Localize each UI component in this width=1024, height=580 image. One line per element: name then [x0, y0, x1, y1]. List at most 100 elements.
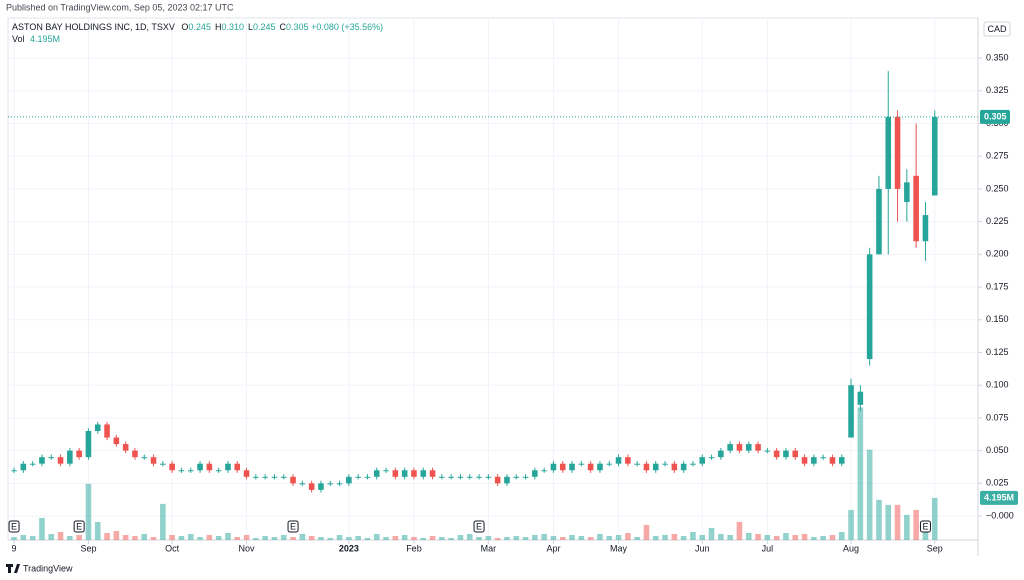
candle-body — [346, 476, 352, 484]
candle-body — [29, 463, 36, 465]
candle-body — [578, 463, 585, 465]
volume-bar — [587, 536, 594, 540]
volume-bar — [913, 509, 919, 540]
volume-bar — [280, 534, 287, 540]
candle-body — [606, 463, 613, 465]
x-tick-label: May — [610, 543, 628, 553]
volume-bar — [346, 536, 352, 540]
volume-bar — [476, 536, 482, 540]
earnings-marker[interactable] — [473, 520, 485, 533]
y-tick-label: 0.275 — [986, 151, 1009, 161]
volume-bar — [522, 536, 529, 540]
legend-value: 0.305 — [286, 22, 309, 32]
volume-bar — [104, 532, 110, 540]
volume-bar — [439, 536, 445, 540]
volume-bar — [141, 533, 148, 540]
y-tick-label: 0.100 — [986, 380, 1009, 390]
volume-bar — [29, 535, 36, 540]
candle-body — [764, 450, 771, 452]
candle-body — [271, 476, 278, 478]
candle-body — [141, 457, 148, 459]
logo-icon — [6, 564, 20, 573]
x-tick-label: Apr — [546, 543, 560, 553]
y-tick-label: 0.325 — [986, 85, 1009, 95]
candle-body — [801, 457, 808, 464]
candle-body — [280, 476, 287, 478]
candle-body — [494, 476, 501, 484]
earnings-marker[interactable] — [8, 520, 20, 533]
earnings-marker[interactable] — [287, 520, 299, 533]
candle-body — [225, 463, 231, 471]
candle-body — [569, 463, 575, 471]
volume-bar — [299, 533, 306, 540]
candle-body — [150, 457, 157, 464]
volume-bar — [699, 534, 706, 540]
volume-bar — [727, 534, 733, 540]
volume-bar — [327, 537, 334, 540]
volume-bar — [606, 535, 613, 540]
volume-bar — [736, 521, 743, 540]
candle-body — [290, 476, 296, 484]
y-tick-label: 0.150 — [986, 314, 1009, 324]
candle-body — [234, 463, 241, 471]
legend: ASTON BAY HOLDINGS INC, 1D, TSXV O0.245 H… — [12, 22, 383, 32]
volume-bar — [866, 449, 873, 540]
x-tick-label: Jun — [695, 543, 710, 553]
volume-bar — [894, 504, 901, 540]
candle-body — [11, 470, 17, 472]
candle-body — [690, 463, 696, 465]
volume-value: 4.195M — [30, 34, 60, 44]
candle-body — [318, 483, 324, 490]
volume-bar — [848, 509, 854, 540]
currency[interactable]: CAD — [987, 24, 1007, 34]
candle-body — [243, 470, 250, 477]
candle-body — [587, 463, 594, 471]
y-tick-label: 0.075 — [986, 412, 1009, 422]
candle-body — [420, 470, 427, 477]
earnings-label: E — [11, 521, 17, 531]
earnings-marker[interactable] — [73, 520, 85, 533]
x-tick-label: Sep — [927, 543, 943, 553]
candle-body — [411, 470, 417, 477]
candle-body — [457, 476, 464, 478]
x-tick-label: Aug — [843, 543, 859, 553]
volume-bar — [308, 535, 315, 540]
candle-body — [383, 470, 389, 472]
volume-bar — [885, 504, 892, 540]
candle-body — [197, 463, 203, 471]
candle-body — [513, 476, 520, 478]
candle-body — [448, 476, 454, 478]
x-tick-label: Jul — [762, 543, 774, 553]
volume-bar — [820, 535, 826, 540]
volume-bar — [597, 533, 603, 540]
earnings-label: E — [76, 521, 82, 531]
volume-bar — [373, 533, 380, 540]
candle-body — [327, 483, 334, 485]
legend-key: H — [215, 22, 222, 32]
currency-box[interactable] — [983, 21, 1011, 37]
x-tick-label: Oct — [165, 543, 180, 553]
y-tick-label: 0.225 — [986, 216, 1009, 226]
volume-bar — [494, 537, 501, 540]
candle-body — [355, 476, 361, 478]
brand-logo: TradingView — [6, 563, 73, 573]
candle-body — [894, 116, 901, 189]
candle-body — [76, 450, 82, 458]
earnings-marker[interactable] — [919, 520, 931, 533]
grid: −0.000 0.025 0.050 0.075 0.100 0.125 0.150 0.17… — [8, 18, 1014, 553]
volume-bar — [578, 535, 585, 540]
candle-body — [178, 470, 185, 472]
volume-bar — [801, 533, 808, 540]
volume-bar — [680, 535, 687, 540]
candle-body — [94, 424, 101, 431]
volume-bar — [243, 534, 250, 540]
candle-body — [792, 450, 799, 458]
x-tick-label: Feb — [406, 543, 422, 553]
volume-bar — [318, 536, 324, 540]
candle-body — [532, 470, 538, 477]
candle-body — [122, 444, 129, 451]
volume-bar — [513, 535, 520, 540]
volume-bar — [234, 536, 241, 540]
volume-bar — [652, 535, 659, 540]
volume-bar — [718, 533, 724, 540]
